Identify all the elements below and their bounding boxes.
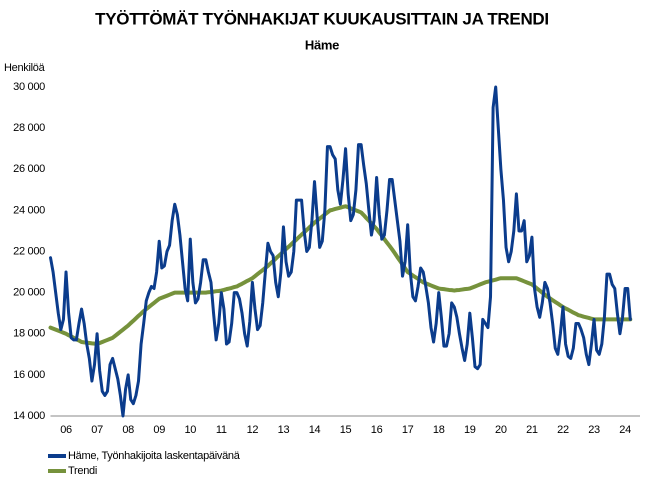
series-line: [49, 85, 632, 418]
x-tick-label: 11: [216, 424, 227, 436]
y-tick-label: 28 000: [13, 122, 45, 134]
x-tick-label: 16: [371, 424, 383, 436]
x-tick-label: 06: [60, 424, 72, 436]
y-tick-label: 18 000: [13, 328, 45, 340]
x-tick-label: 12: [247, 424, 259, 436]
y-tick-label: 22 000: [13, 245, 45, 257]
chart-title: TYÖTTÖMÄT TYÖNHAKIJAT KUUKAUSITTAIN JA T…: [95, 9, 549, 28]
x-tick-label: 08: [122, 424, 134, 436]
x-tick-label: 09: [153, 424, 165, 436]
x-tick-label: 14: [309, 424, 321, 436]
y-tick-label: 16 000: [13, 369, 45, 381]
x-tick-label: 15: [340, 424, 352, 436]
x-tick-label: 07: [91, 424, 103, 436]
series-line: [48, 204, 633, 347]
y-tick-label: 30 000: [13, 81, 45, 93]
x-tick-label: 19: [464, 424, 476, 436]
y-tick-label: 14 000: [13, 410, 45, 422]
y-tick-label: 24 000: [13, 204, 45, 216]
x-tick-label: 21: [526, 424, 538, 436]
x-tick-label: 20: [495, 424, 507, 436]
y-tick-label: 20 000: [13, 287, 45, 299]
x-tick-label: 10: [184, 424, 196, 436]
x-tick-label: 23: [588, 424, 600, 436]
x-tick-label: 13: [278, 424, 290, 436]
y-axis-label: Henkilöä: [4, 62, 46, 74]
legend-label: Häme, Työnhakijoita laskentapäivänä: [68, 450, 241, 462]
legend-label: Trendi: [68, 465, 97, 477]
x-tick-label: 24: [619, 424, 631, 436]
chart-subtitle: Häme: [305, 37, 339, 52]
x-tick-label: 17: [402, 424, 414, 436]
y-tick-label: 26 000: [13, 163, 45, 175]
x-tick-label: 18: [433, 424, 445, 436]
x-tick-label: 22: [557, 424, 569, 436]
